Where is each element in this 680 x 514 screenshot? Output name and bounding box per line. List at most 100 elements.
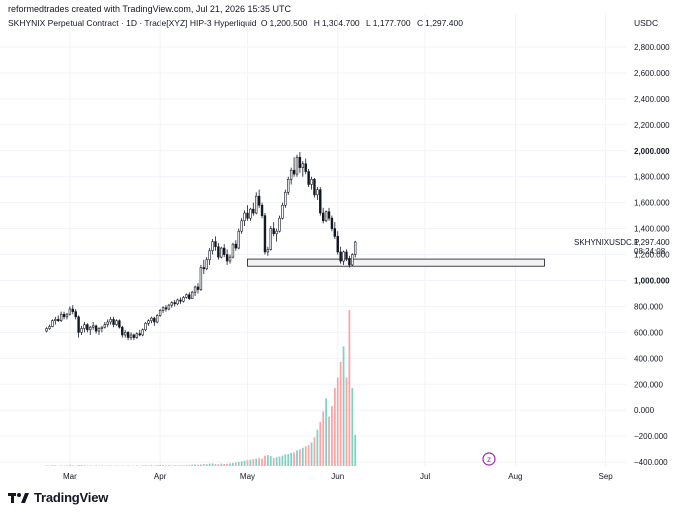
ohlc-open: O 1,200.500 [260, 18, 308, 28]
candle-body [77, 316, 80, 333]
candle-body [167, 304, 171, 310]
volume-bar [307, 445, 310, 466]
candle-body [164, 307, 168, 310]
candle-body [188, 294, 191, 299]
price-tick-label: 2,200.000 [634, 121, 670, 130]
volume-bar [290, 453, 293, 466]
price-tick-label: 2,600.000 [634, 69, 670, 78]
candle-body [222, 247, 226, 255]
candle-body [103, 324, 107, 328]
volume-bar [156, 465, 159, 466]
price-tick-label: 2,000.000 [634, 147, 670, 156]
candle-body [220, 247, 223, 258]
volume-bar [179, 465, 182, 466]
price-tick-label: 200.000 [634, 380, 663, 389]
candle-body [59, 313, 63, 322]
price-axis: 2,800.000 2,600.000 2,400.000 2,200.000 2,00… [634, 43, 670, 467]
volume-bar [121, 465, 124, 466]
candle-body [115, 320, 118, 325]
candle-body [321, 212, 325, 222]
volume-bar [281, 455, 284, 466]
candle-body [132, 334, 136, 338]
volume-bar [211, 463, 214, 466]
volume-bar [208, 463, 211, 466]
volume-bar [80, 465, 83, 466]
tradingview-logo-icon [8, 492, 29, 503]
candle-body [260, 204, 264, 216]
volume-bar [278, 456, 281, 466]
candle-body [214, 241, 217, 248]
candle-body [57, 319, 60, 322]
candle-body [333, 228, 337, 237]
candle-body [68, 308, 72, 315]
candles [45, 152, 357, 341]
volume-bar [182, 465, 185, 466]
volume-bar [54, 465, 57, 466]
volume-bars [45, 310, 357, 466]
volume-bar [71, 465, 74, 466]
svg-text:z: z [487, 455, 491, 464]
volume-bar [252, 459, 255, 466]
candle-body [48, 326, 51, 329]
price-chart[interactable]: 2,800.000 2,600.000 2,400.000 2,200.000 2,00… [0, 0, 680, 490]
candle-body [345, 251, 348, 259]
candle-body [228, 256, 232, 262]
volume-bar [173, 465, 176, 466]
volume-bar [240, 461, 243, 466]
volume-bar [339, 362, 342, 466]
candle-body [150, 317, 153, 322]
candle-body [170, 302, 173, 306]
volume-bar [299, 449, 301, 466]
candle-body [339, 251, 342, 262]
volume-bar [109, 465, 112, 466]
candle-body [121, 326, 124, 336]
info-icon[interactable]: z [482, 452, 496, 466]
candle-body [190, 291, 194, 299]
price-tick-label: 800.000 [634, 302, 663, 311]
tradingview-logo: TradingView [8, 490, 108, 505]
candle-body [89, 326, 92, 331]
support-zone[interactable] [247, 258, 545, 267]
volume-bar [313, 437, 316, 466]
price-tick-label: 1,400.000 [634, 225, 670, 234]
volume-bar [165, 465, 167, 466]
price-tick-label: 600.000 [634, 328, 663, 337]
candle-body [257, 195, 261, 206]
candle-body [97, 328, 101, 332]
volume-bar [220, 463, 223, 466]
volume-bar [249, 459, 252, 466]
volume-bar [266, 455, 269, 466]
price-tick-label: 1,600.000 [634, 199, 670, 208]
candle-body [342, 251, 345, 262]
volume-bar [106, 465, 109, 466]
candle-body [141, 329, 144, 336]
volume-bar [354, 434, 357, 466]
volume-bar [319, 421, 322, 466]
volume-bar [293, 452, 295, 466]
candle-body [292, 169, 296, 175]
time-tick-label: May [240, 472, 255, 481]
candle-body [225, 254, 229, 262]
candle-body [173, 302, 176, 305]
candle-body [51, 320, 54, 327]
volume-bar [162, 465, 164, 466]
volume-bar [147, 465, 150, 466]
price-tick-label: 2,400.000 [634, 95, 670, 104]
candle-body [327, 211, 331, 219]
candle-body [144, 322, 147, 331]
candle-body [208, 250, 211, 261]
candle-body [324, 211, 328, 222]
volume-bar [232, 462, 234, 466]
candle-body [217, 246, 220, 258]
time-tick-label: Sep [599, 472, 614, 481]
volume-bar [77, 464, 80, 466]
candle-body [129, 334, 133, 338]
candle-body [240, 220, 243, 232]
tradingview-logo-text: TradingView [34, 490, 109, 505]
volume-bar [296, 450, 298, 466]
candle-body [147, 320, 150, 324]
price-tick-label: 400.000 [634, 354, 663, 363]
volume-bar [200, 464, 202, 466]
candle-body [330, 217, 334, 229]
volume-bar [135, 465, 138, 466]
